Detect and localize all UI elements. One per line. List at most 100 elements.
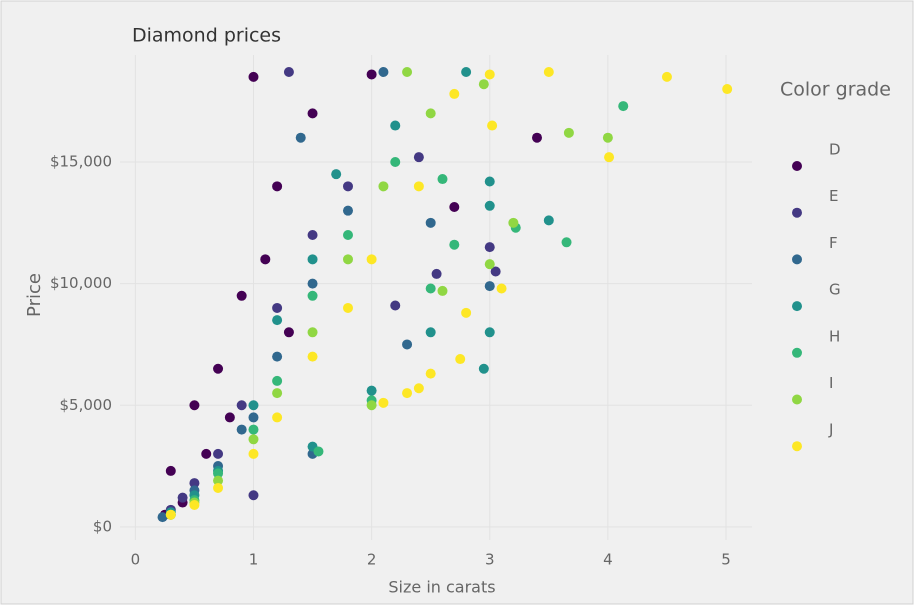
point bbox=[425, 368, 436, 379]
point bbox=[543, 215, 554, 226]
point bbox=[342, 181, 353, 192]
point bbox=[248, 71, 259, 82]
x-axis-label: Size in carats bbox=[388, 578, 495, 597]
point bbox=[177, 492, 188, 503]
y-tick-label: $10,000 bbox=[50, 274, 112, 292]
point bbox=[402, 339, 413, 350]
point bbox=[449, 88, 460, 99]
point bbox=[165, 465, 176, 476]
point bbox=[224, 412, 235, 423]
point bbox=[437, 285, 448, 296]
point bbox=[248, 490, 259, 501]
point bbox=[307, 108, 318, 119]
point bbox=[213, 363, 224, 374]
point bbox=[307, 327, 318, 338]
point bbox=[722, 84, 733, 95]
point bbox=[449, 239, 460, 250]
point bbox=[484, 200, 495, 211]
legend-swatch bbox=[792, 207, 802, 218]
legend-swatch bbox=[792, 441, 802, 452]
point bbox=[189, 499, 200, 510]
point bbox=[157, 512, 168, 523]
point bbox=[390, 300, 401, 311]
point bbox=[413, 152, 424, 163]
point bbox=[461, 67, 472, 78]
point bbox=[213, 448, 224, 459]
point bbox=[248, 434, 259, 445]
legend-swatch bbox=[792, 254, 802, 265]
point bbox=[283, 67, 294, 78]
point bbox=[390, 120, 401, 131]
point bbox=[425, 283, 436, 294]
x-tick-label: 5 bbox=[721, 551, 731, 569]
point bbox=[437, 174, 448, 185]
point bbox=[307, 290, 318, 301]
legend-label: G bbox=[829, 281, 841, 299]
point bbox=[307, 278, 318, 289]
point bbox=[490, 266, 501, 277]
point bbox=[425, 217, 436, 228]
point bbox=[449, 202, 460, 213]
point bbox=[543, 67, 554, 78]
point bbox=[283, 327, 294, 338]
point bbox=[272, 302, 283, 313]
legend-swatch bbox=[792, 394, 802, 405]
legend-label: D bbox=[829, 141, 841, 159]
legend-title: Color grade bbox=[780, 79, 891, 101]
point bbox=[248, 400, 259, 411]
point bbox=[213, 482, 224, 493]
point bbox=[413, 383, 424, 394]
legend-label: E bbox=[829, 187, 838, 205]
point bbox=[189, 478, 200, 489]
point bbox=[618, 101, 629, 112]
x-tick-label: 0 bbox=[131, 551, 141, 569]
point bbox=[342, 254, 353, 265]
point bbox=[478, 363, 489, 374]
point bbox=[272, 315, 283, 326]
point bbox=[295, 132, 306, 143]
point bbox=[366, 400, 377, 411]
y-axis-label: Price bbox=[24, 273, 45, 317]
point bbox=[272, 375, 283, 386]
point bbox=[213, 468, 224, 479]
point bbox=[165, 509, 176, 520]
point bbox=[402, 67, 413, 78]
points bbox=[157, 67, 733, 523]
point bbox=[402, 388, 413, 399]
point bbox=[307, 229, 318, 240]
point bbox=[378, 67, 389, 78]
point bbox=[413, 181, 424, 192]
point bbox=[272, 351, 283, 362]
legend-label: J bbox=[828, 421, 833, 439]
legend-swatch bbox=[792, 347, 802, 358]
point bbox=[461, 307, 472, 318]
point bbox=[532, 132, 543, 143]
point bbox=[487, 120, 498, 131]
point bbox=[602, 132, 613, 143]
point bbox=[484, 69, 495, 80]
point bbox=[366, 385, 377, 396]
point bbox=[248, 412, 259, 423]
x-tick-label: 4 bbox=[603, 551, 613, 569]
point bbox=[272, 388, 283, 399]
point bbox=[342, 205, 353, 216]
point bbox=[496, 283, 507, 294]
point bbox=[272, 181, 283, 192]
point bbox=[366, 254, 377, 265]
legend-swatch bbox=[792, 161, 802, 171]
point bbox=[236, 290, 247, 301]
point bbox=[661, 71, 672, 82]
point bbox=[478, 79, 489, 90]
point bbox=[508, 217, 519, 228]
point bbox=[366, 69, 377, 80]
point bbox=[201, 448, 212, 459]
point bbox=[604, 152, 615, 163]
point bbox=[390, 157, 401, 168]
point bbox=[236, 424, 247, 435]
legend-label: F bbox=[829, 234, 838, 252]
point bbox=[260, 254, 271, 265]
point bbox=[272, 412, 283, 423]
y-tick-label: $15,000 bbox=[50, 153, 112, 171]
